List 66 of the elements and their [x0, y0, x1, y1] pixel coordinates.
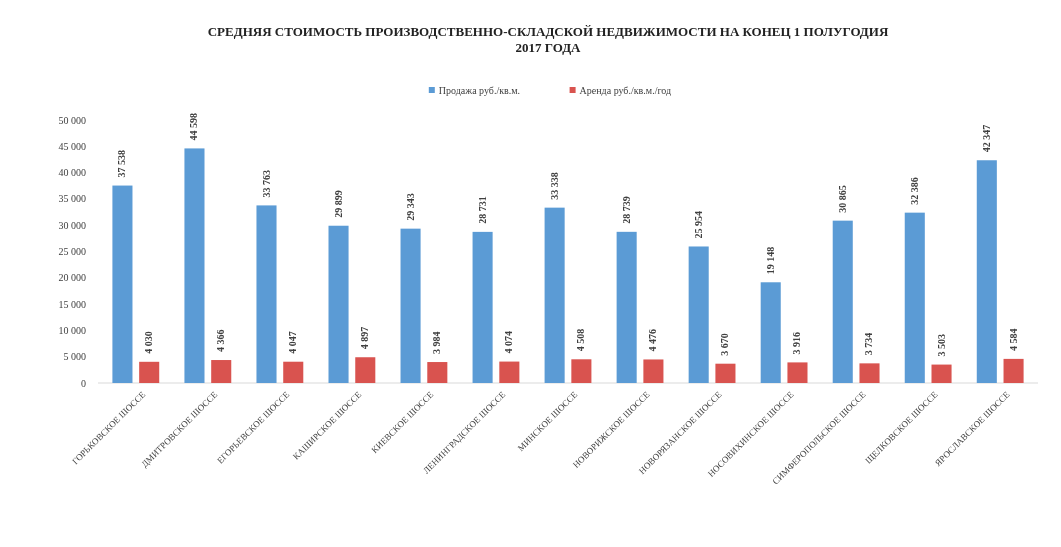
data-label: 28 731: [476, 196, 488, 224]
data-label: 3 670: [719, 333, 731, 356]
bar: [400, 228, 421, 383]
y-tick-label: 50 000: [58, 114, 86, 126]
bar: [616, 231, 637, 383]
bar: [283, 361, 304, 383]
y-tick-label: 20 000: [58, 272, 86, 284]
data-label: 4 030: [143, 331, 155, 354]
legend-label: Продажа руб./кв.м.: [438, 85, 521, 96]
y-tick-label: 10 000: [58, 324, 86, 336]
bar: [499, 361, 520, 383]
bar: [427, 362, 448, 383]
bar: [715, 363, 736, 383]
bar: [211, 360, 232, 383]
bar: [544, 207, 565, 383]
bar: [112, 185, 133, 383]
data-label: 37 538: [116, 150, 128, 178]
data-label: 3 734: [863, 332, 875, 356]
data-label: 30 865: [836, 185, 848, 213]
bar: [184, 148, 205, 383]
bar: [760, 282, 781, 383]
bar: [328, 225, 349, 383]
bar: [355, 357, 376, 383]
y-tick-label: 40 000: [58, 167, 86, 179]
data-label: 44 598: [188, 112, 200, 141]
data-label: 32 386: [908, 177, 920, 205]
bar: [688, 246, 709, 383]
bar: [904, 212, 925, 383]
y-tick-label: 0: [81, 377, 86, 389]
data-label: 28 739: [620, 196, 632, 224]
y-tick-label: 45 000: [58, 140, 86, 152]
data-label: 4 897: [359, 326, 371, 350]
bar: [931, 364, 952, 383]
data-label: 33 763: [260, 169, 272, 198]
chart-title: СРЕДНЯЯ СТОИМОСТЬ ПРОИЗВОДСТВЕННО-СКЛАДСКОЙ НЕДВИЖИМОСТИ НА КОНЕЦ 1 ПОЛУГОДИЯ 2017 ГОДА: [207, 24, 889, 55]
data-label: 33 338: [548, 172, 560, 200]
data-label: 42 347: [980, 124, 992, 153]
data-label: 4 584: [1007, 328, 1019, 351]
bar: [976, 160, 997, 383]
bar: [472, 231, 493, 383]
data-label: 4 047: [287, 331, 299, 354]
data-label: 4 508: [575, 328, 587, 352]
data-label: 4 476: [647, 328, 659, 352]
data-label: 29 343: [404, 193, 416, 221]
data-label: 25 954: [692, 210, 704, 239]
data-label: 3 984: [431, 331, 443, 355]
bar: [787, 362, 808, 383]
bar: [1003, 358, 1024, 383]
data-label: 3 916: [791, 331, 803, 355]
y-tick-label: 15 000: [58, 298, 86, 310]
y-tick-label: 25 000: [58, 246, 86, 257]
y-tick-label: 30 000: [58, 219, 86, 231]
bar: [643, 359, 664, 383]
bar: [832, 220, 853, 383]
data-label: 4 074: [503, 331, 515, 354]
data-label: 29 899: [332, 190, 344, 218]
data-label: 4 366: [215, 329, 227, 353]
legend-label: Аренда руб./кв.м./год: [579, 85, 672, 96]
data-label: 19 148: [764, 246, 776, 275]
data-label: 3 503: [935, 334, 947, 357]
bar: [139, 361, 160, 383]
bar: [571, 359, 592, 383]
bar: [859, 363, 880, 383]
bar: [256, 205, 277, 383]
y-tick-label: 5 000: [63, 351, 86, 363]
y-tick-label: 35 000: [58, 193, 86, 205]
